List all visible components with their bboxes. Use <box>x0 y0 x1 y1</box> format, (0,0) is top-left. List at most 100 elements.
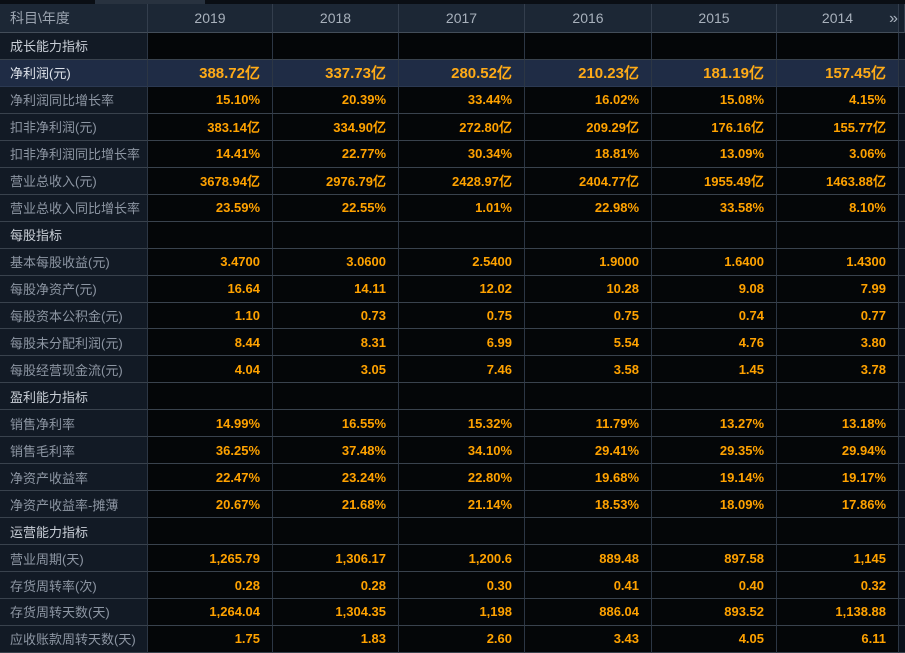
table-row[interactable]: 扣非净利润同比增长率 14.41% 22.77% 30.34% 18.81% 13.09%… <box>0 140 905 168</box>
cell-value: 18.81% <box>525 140 652 168</box>
table-row[interactable]: 每股未分配利润(元) 8.44 8.31 6.99 5.54 4.76 3.80 <box>0 329 905 357</box>
cell-value: 0.28 <box>148 572 273 600</box>
table-row[interactable]: 存货周转率(次) 0.28 0.28 0.30 0.41 0.40 0.32 <box>0 572 905 600</box>
cell-value: 21.14% <box>399 491 525 519</box>
right-edge <box>899 59 905 87</box>
more-columns-button[interactable]: » <box>889 4 898 33</box>
table-row[interactable]: 应收账款周转天数(天) 1.75 1.83 2.60 3.43 4.05 6.11 <box>0 625 905 653</box>
cell-value: 9.08 <box>652 275 777 303</box>
row-label: 营业总收入(元) <box>0 167 148 195</box>
right-edge <box>899 33 905 60</box>
cell-value: 1.4300 <box>777 248 899 276</box>
row-label: 应收账款周转天数(天) <box>0 625 148 653</box>
cell-value: 0.41 <box>525 572 652 600</box>
table-row[interactable]: 净利润同比增长率 15.10% 20.39% 33.44% 16.02% 15.08% 4.… <box>0 86 905 114</box>
cell-value: 8.31 <box>273 329 399 357</box>
cell-value <box>777 33 899 60</box>
cell-value: 3678.94亿 <box>148 167 273 195</box>
row-label: 销售毛利率 <box>0 437 148 465</box>
table-row[interactable]: 营业总收入(元) 3678.94亿 2976.79亿 2428.97亿 2404.77亿… <box>0 167 905 195</box>
cell-value <box>652 518 777 546</box>
cell-value: 1,200.6 <box>399 545 525 573</box>
cell-value: 13.09% <box>652 140 777 168</box>
cell-value: 7.46 <box>399 356 525 384</box>
cell-value: 272.80亿 <box>399 113 525 141</box>
cell-value: 14.41% <box>148 140 273 168</box>
row-label: 存货周转天数(天) <box>0 599 148 626</box>
cell-value <box>652 221 777 249</box>
header-subject-year: 科目\年度 <box>0 4 148 33</box>
cell-value: 1,306.17 <box>273 545 399 573</box>
cell-value: 334.90亿 <box>273 113 399 141</box>
right-edge <box>899 113 905 141</box>
cell-value <box>652 33 777 60</box>
cell-value: 16.02% <box>525 86 652 114</box>
right-edge <box>899 410 905 438</box>
section-row: 每股指标 <box>0 221 905 249</box>
row-label: 每股经营现金流(元) <box>0 356 148 384</box>
cell-value: 0.40 <box>652 572 777 600</box>
row-label: 存货周转率(次) <box>0 572 148 600</box>
cell-value <box>148 33 273 60</box>
cell-value: 209.29亿 <box>525 113 652 141</box>
cell-value: 22.80% <box>399 464 525 492</box>
cell-value: 29.35% <box>652 437 777 465</box>
right-edge <box>899 599 905 626</box>
cell-value <box>148 383 273 411</box>
cell-value: 3.05 <box>273 356 399 384</box>
cell-value: 3.80 <box>777 329 899 357</box>
cell-value: 2404.77亿 <box>525 167 652 195</box>
cell-value: 1.01% <box>399 194 525 222</box>
table-row[interactable]: 营业周期(天) 1,265.79 1,306.17 1,200.6 889.48 897.… <box>0 545 905 573</box>
row-label: 净利润同比增长率 <box>0 86 148 114</box>
cell-value <box>525 518 652 546</box>
right-edge <box>899 464 905 492</box>
cell-value: 1955.49亿 <box>652 167 777 195</box>
row-label: 净资产收益率 <box>0 464 148 492</box>
cell-value: 0.73 <box>273 302 399 330</box>
cell-value: 2.60 <box>399 625 525 653</box>
right-edge <box>899 194 905 222</box>
cell-value: 4.76 <box>652 329 777 357</box>
cell-value <box>777 518 899 546</box>
right-edge <box>899 545 905 573</box>
right-edge <box>899 140 905 168</box>
cell-value: 8.44 <box>148 329 273 357</box>
cell-value: 4.04 <box>148 356 273 384</box>
cell-value: 34.10% <box>399 437 525 465</box>
cell-value: 1,265.79 <box>148 545 273 573</box>
cell-value <box>273 383 399 411</box>
section-row: 盈利能力指标 <box>0 383 905 411</box>
cell-value: 0.77 <box>777 302 899 330</box>
cell-value: 19.14% <box>652 464 777 492</box>
cell-value: 18.53% <box>525 491 652 519</box>
table-row[interactable]: 净资产收益率 22.47% 23.24% 22.80% 19.68% 19.14% 19.1… <box>0 464 905 492</box>
cell-value: 14.99% <box>148 410 273 438</box>
table-row-selected[interactable]: 净利润(元) 388.72亿 337.73亿 280.52亿 210.23亿 181.19… <box>0 59 905 87</box>
cell-value: 22.98% <box>525 194 652 222</box>
table-row[interactable]: 销售毛利率 36.25% 37.48% 34.10% 29.41% 29.35% 29.94… <box>0 437 905 465</box>
cell-value: 4.05 <box>652 625 777 653</box>
table-row[interactable]: 存货周转天数(天) 1,264.04 1,304.35 1,198 886.04 893.… <box>0 599 905 626</box>
table-header-row: 科目\年度 2019 2018 2017 2016 2015 2014 » <box>0 4 905 33</box>
table-row[interactable]: 基本每股收益(元) 3.4700 3.0600 2.5400 1.9000 1.6400 1… <box>0 248 905 276</box>
cell-value: 280.52亿 <box>399 59 525 87</box>
table-row[interactable]: 净资产收益率-摊薄 20.67% 21.68% 21.14% 18.53% 18.09% 1… <box>0 491 905 519</box>
cell-value: 1,145 <box>777 545 899 573</box>
cell-value: 886.04 <box>525 599 652 626</box>
table-row[interactable]: 营业总收入同比增长率 23.59% 22.55% 1.01% 22.98% 33.58% 8… <box>0 194 905 222</box>
right-edge <box>899 383 905 411</box>
financial-indicators-table: 科目\年度 2019 2018 2017 2016 2015 2014 » 成长能力指标净… <box>0 4 905 653</box>
cell-value: 1,198 <box>399 599 525 626</box>
cell-value: 21.68% <box>273 491 399 519</box>
table-row[interactable]: 销售净利率 14.99% 16.55% 15.32% 11.79% 13.27% 13.18… <box>0 410 905 438</box>
table-row[interactable]: 每股资本公积金(元) 1.10 0.73 0.75 0.75 0.74 0.77 <box>0 302 905 330</box>
table-row[interactable]: 每股净资产(元) 16.64 14.11 12.02 10.28 9.08 7.99 <box>0 275 905 303</box>
right-edge <box>899 437 905 465</box>
table-row[interactable]: 扣非净利润(元) 383.14亿 334.90亿 272.80亿 209.29亿 176.… <box>0 113 905 141</box>
header-year-2015: 2015 <box>652 4 777 33</box>
table-row[interactable]: 每股经营现金流(元) 4.04 3.05 7.46 3.58 1.45 3.78 <box>0 356 905 384</box>
header-year-2016: 2016 <box>525 4 652 33</box>
row-label: 基本每股收益(元) <box>0 248 148 276</box>
cell-value: 29.41% <box>525 437 652 465</box>
